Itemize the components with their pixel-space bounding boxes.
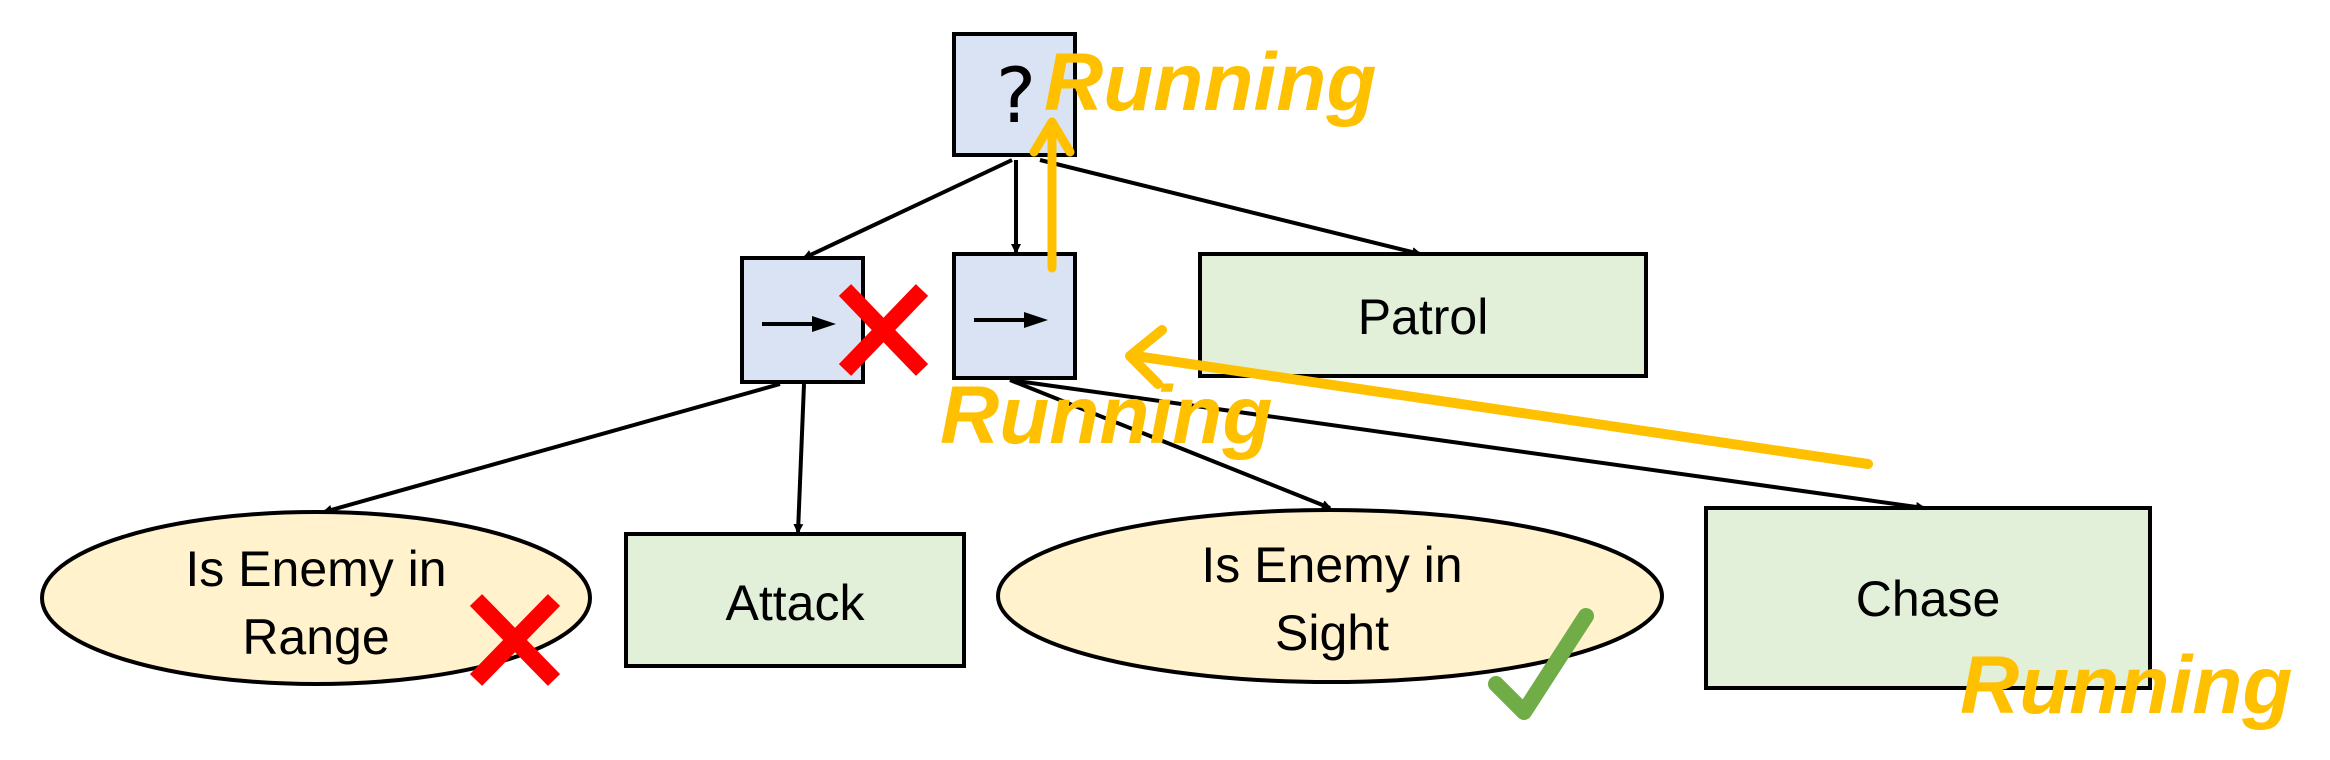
sequence-mid-node <box>952 252 1077 380</box>
chase-label: Chase <box>1856 571 2001 627</box>
edge-sequence-mid-to-chase <box>1009 378 1926 512</box>
enemy-in-range-label-line1: Is Enemy in <box>185 541 446 597</box>
cross-icon <box>838 284 929 376</box>
sequence-arrow-icon <box>974 312 1048 328</box>
check-icon <box>1488 608 1594 720</box>
root-running-status: Running <box>1044 37 1376 128</box>
enemy-in-sight-label-line1: Is Enemy in <box>1201 537 1462 593</box>
patrol-action-node: Patrol <box>1198 252 1648 378</box>
status-flow-arrows <box>1029 117 1873 469</box>
attack-action-node: Attack <box>624 532 966 668</box>
chase-to-sequence-status-arrow <box>1125 325 1873 469</box>
edge-sequence-left-to-enemy-in-range <box>322 382 781 515</box>
enemy-in-sight-condition-node: Is Enemy in Sight <box>996 508 1664 684</box>
attack-label: Attack <box>726 575 866 631</box>
chase-running-status: Running <box>1960 640 2292 731</box>
sequence-mid-running-status: Running <box>940 370 1272 461</box>
patrol-label: Patrol <box>1358 289 1489 345</box>
cross-icon <box>469 594 561 686</box>
selector-symbol: ? <box>996 51 1036 140</box>
enemy-in-range-label-line2: Range <box>242 609 389 665</box>
edge-sequence-left-to-attack <box>793 383 806 534</box>
enemy-in-range-condition-node: Is Enemy in Range <box>40 510 592 686</box>
enemy-in-sight-label-line2: Sight <box>1275 605 1389 661</box>
edge-sequence-mid-to-enemy-in-sight <box>1009 378 1332 510</box>
chase-action-node: Chase <box>1704 506 2152 690</box>
edge-root-to-sequence-left <box>802 158 1013 260</box>
edge-root-to-patrol <box>1039 158 1422 257</box>
sequence-arrow-icon <box>762 316 836 332</box>
tree-edges <box>322 158 1926 534</box>
sequence-to-root-status-arrow <box>1029 117 1075 273</box>
